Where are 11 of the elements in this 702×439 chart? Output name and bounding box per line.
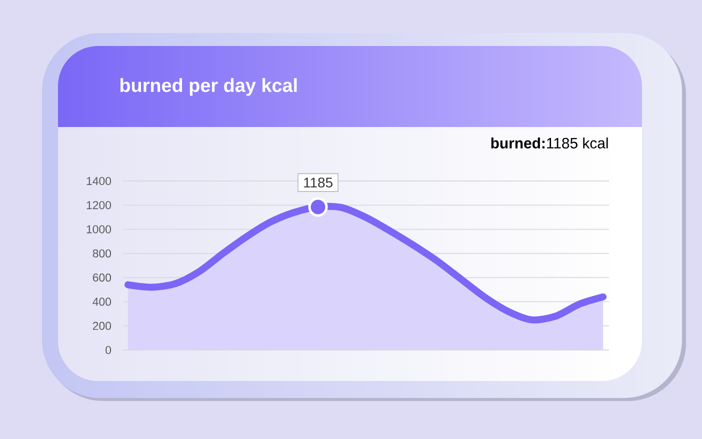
y-tick-label: 800 — [92, 249, 112, 258]
y-tick-label: 0 — [106, 346, 112, 354]
chart-title: burned per day kcal — [120, 78, 297, 96]
y-tick-label: 1000 — [86, 225, 112, 234]
y-tick-label: 1200 — [86, 201, 112, 210]
y-tick-label: 600 — [92, 274, 112, 282]
y-tick-label: 200 — [92, 322, 112, 330]
y-tick-label: 1400 — [86, 176, 112, 186]
y-tick-label: 400 — [92, 298, 112, 306]
data-label: 1185 — [304, 178, 332, 188]
text: burned:1185 kcal — [491, 138, 608, 148]
